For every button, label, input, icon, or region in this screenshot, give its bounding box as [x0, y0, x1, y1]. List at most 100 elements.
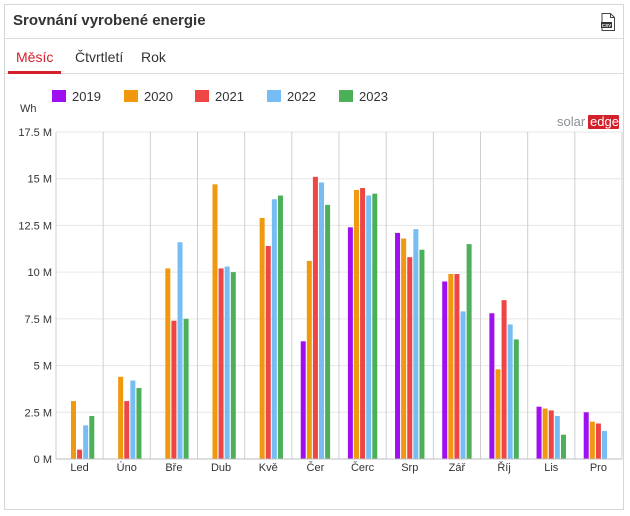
legend-label: 2021: [215, 89, 244, 104]
tab-month[interactable]: Měsíc: [16, 49, 54, 65]
bar-2021-7[interactable]: [407, 257, 413, 459]
y-tick-label: 12.5 M: [18, 220, 52, 232]
bar-2021-9[interactable]: [501, 300, 507, 459]
bar-2021-11[interactable]: [595, 423, 601, 459]
x-tick-label: Dub: [211, 462, 231, 474]
logo-solar-text: solar: [557, 114, 586, 129]
bar-2019-6[interactable]: [347, 227, 353, 459]
bar-2023-10[interactable]: [560, 434, 566, 459]
csv-download-icon[interactable]: CSV: [601, 13, 615, 31]
bar-2023-9[interactable]: [513, 339, 519, 459]
bar-2020-1[interactable]: [118, 376, 124, 459]
widget-title: Srovnání vyrobené energie: [13, 12, 206, 29]
y-axis-label: Wh: [20, 103, 37, 115]
bar-2022-7[interactable]: [413, 229, 419, 459]
x-tick-label: Kvě: [259, 462, 278, 474]
y-tick-label: 10 M: [28, 267, 52, 279]
x-tick-label: Čer: [307, 461, 325, 474]
tab-quarter[interactable]: Čtvrtletí: [75, 49, 124, 65]
bar-2019-10[interactable]: [536, 406, 542, 459]
bar-2020-7[interactable]: [401, 238, 407, 459]
csv-icon-label: CSV: [602, 23, 612, 28]
bar-2019-11[interactable]: [583, 412, 589, 459]
bar-2022-3[interactable]: [224, 266, 230, 459]
bar-2020-8[interactable]: [448, 274, 454, 459]
bar-2023-3[interactable]: [230, 272, 236, 459]
bar-2023-4[interactable]: [277, 195, 283, 459]
bar-2021-1[interactable]: [124, 401, 130, 459]
bar-2022-8[interactable]: [460, 311, 466, 459]
legend-item-2022[interactable]: 2022: [267, 89, 316, 104]
bar-2020-0[interactable]: [70, 401, 76, 459]
chart-legend: 2019 2020 2021 2022 2023: [52, 89, 388, 104]
bar-2020-11[interactable]: [589, 421, 595, 459]
legend-label: 2019: [72, 89, 101, 104]
bar-2023-0[interactable]: [89, 416, 95, 459]
y-tick-label: 17.5 M: [18, 127, 52, 139]
bar-2019-8[interactable]: [442, 281, 448, 459]
legend-swatch: [267, 90, 281, 102]
legend-item-2023[interactable]: 2023: [339, 89, 388, 104]
legend-item-2021[interactable]: 2021: [195, 89, 244, 104]
bar-2020-9[interactable]: [495, 369, 501, 459]
bar-2021-3[interactable]: [218, 268, 224, 459]
bar-2021-2[interactable]: [171, 320, 177, 459]
bar-2020-3[interactable]: [212, 184, 218, 459]
bar-2022-4[interactable]: [271, 199, 277, 460]
bar-2021-8[interactable]: [454, 274, 460, 459]
bar-2023-7[interactable]: [419, 249, 425, 459]
bar-2021-4[interactable]: [265, 245, 271, 459]
bar-2021-5[interactable]: [312, 176, 318, 460]
x-tick-label: Pro: [590, 462, 607, 474]
solaredge-logo: solar edge: [557, 114, 619, 129]
bar-2021-6[interactable]: [360, 188, 366, 460]
x-tick-label: Zář: [449, 462, 466, 474]
bar-2023-8[interactable]: [466, 244, 472, 459]
bar-2020-10[interactable]: [542, 408, 548, 459]
bar-2020-2[interactable]: [165, 268, 171, 459]
bar-2019-7[interactable]: [395, 232, 401, 459]
y-tick-label: 5 M: [34, 361, 52, 373]
chart-grid: [55, 131, 623, 460]
legend-swatch: [339, 90, 353, 102]
x-tick-label: Úno: [117, 461, 137, 474]
chart-bars: [70, 176, 608, 460]
bar-2023-1[interactable]: [136, 387, 142, 459]
bar-2022-2[interactable]: [177, 242, 183, 459]
bar-2022-6[interactable]: [366, 195, 372, 459]
x-tick-label: Bře: [165, 462, 182, 474]
bar-2021-10[interactable]: [548, 410, 554, 459]
tab-year[interactable]: Rok: [141, 49, 166, 65]
bar-2020-6[interactable]: [353, 189, 359, 459]
bar-2022-1[interactable]: [130, 380, 136, 459]
legend-swatch: [52, 90, 66, 102]
bar-2022-9[interactable]: [507, 324, 513, 459]
legend-item-2020[interactable]: 2020: [124, 89, 173, 104]
x-tick-label: Srp: [401, 462, 418, 474]
legend-label: 2023: [359, 89, 388, 104]
bar-2023-2[interactable]: [183, 318, 189, 459]
logo-edge-box: [588, 115, 619, 129]
y-tick-label: 7.5 M: [24, 314, 52, 326]
bar-2023-6[interactable]: [372, 193, 378, 460]
bar-2022-0[interactable]: [83, 425, 89, 459]
logo-edge-text: edge: [590, 114, 619, 129]
legend-label: 2020: [144, 89, 173, 104]
y-tick-label: 2.5 M: [24, 407, 52, 419]
bar-2020-5[interactable]: [306, 260, 312, 459]
bar-2021-0[interactable]: [77, 449, 83, 459]
bar-2019-9[interactable]: [489, 313, 495, 459]
y-tick-label: 15 M: [28, 174, 52, 186]
bar-2022-11[interactable]: [602, 430, 608, 459]
bar-2022-5[interactable]: [319, 182, 325, 460]
x-tick-label: Lis: [544, 462, 559, 474]
x-tick-label: Říj: [497, 461, 510, 474]
bar-2020-4[interactable]: [259, 217, 265, 459]
legend-item-2019[interactable]: 2019: [52, 89, 101, 104]
x-tick-label: Čerc: [351, 461, 375, 474]
bar-2019-5[interactable]: [300, 341, 306, 459]
bar-2023-5[interactable]: [325, 204, 331, 459]
active-tab-indicator: [8, 71, 61, 74]
bar-2022-10[interactable]: [554, 416, 560, 459]
